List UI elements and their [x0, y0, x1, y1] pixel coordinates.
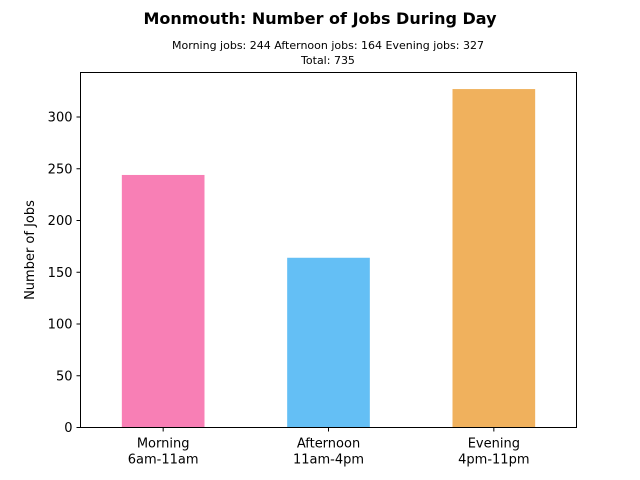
chart-title: Monmouth: Number of Jobs During Day — [143, 9, 497, 28]
y-axis: 0 50 100 150 200 250 300 — [48, 111, 81, 436]
y-tick-label-2: 100 — [48, 318, 73, 333]
y-tick-label-0: 0 — [64, 421, 72, 436]
bar-1 — [287, 257, 370, 428]
x-tick-label-0-1: 6am-11am — [128, 453, 199, 468]
plot-frame — [80, 72, 577, 428]
chart-subtitle-line-1: Morning jobs: 244 Afternoon jobs: 164 Ev… — [172, 39, 484, 52]
x-tick-label-2-0: Evening — [468, 437, 520, 452]
y-tick-label-4: 200 — [48, 214, 73, 229]
y-tick-label-5: 250 — [48, 162, 73, 177]
x-tick-label-1-0: Afternoon — [297, 437, 360, 452]
y-axis-label: Number of Jobs — [23, 200, 38, 300]
y-tick-label-1: 50 — [56, 369, 73, 384]
y-tick-label-3: 150 — [48, 266, 73, 281]
bar-0 — [121, 174, 205, 428]
x-tick-label-1-1: 11am-4pm — [293, 453, 364, 468]
chart-subtitle-line-2: Total: 735 — [300, 54, 355, 67]
y-tick-label-6: 300 — [48, 111, 73, 126]
x-tick-label-2-1: 4pm-11pm — [458, 453, 529, 468]
x-tick-label-0-0: Morning — [137, 437, 190, 452]
bar-2 — [452, 89, 536, 428]
bars-group — [121, 89, 536, 428]
